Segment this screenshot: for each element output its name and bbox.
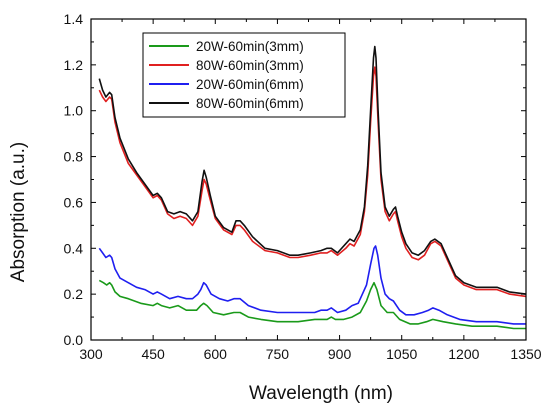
y-tick-label: 0.4 [64,240,84,256]
y-tick-label: 0.0 [64,332,84,348]
x-tick-label: 450 [141,346,165,362]
y-tick-label: 1.2 [64,57,84,73]
x-tick-label: 1200 [448,346,479,362]
y-tick-label: 0.2 [64,286,84,302]
series-line-1 [98,279,526,330]
plot-area: 300 450 600 750 900 1050 1200 1350 0.0 0.2 0.4 0.6 0… [64,11,542,362]
x-tick-label: 1050 [386,346,417,362]
legend-label-1: 20W-60min(3mm) [196,39,304,54]
series-line-2 [98,66,527,298]
y-tick-label: 0.8 [64,149,84,165]
legend-label-2: 80W-60min(3mm) [196,58,304,73]
x-tick-label: 1350 [510,346,541,362]
x-tick-label: 600 [204,346,228,362]
legend-label-4: 80W-60min(6mm) [196,96,304,111]
y-tick-label: 0.6 [64,194,84,210]
legend-label-3: 20W-60min(6mm) [196,77,304,92]
y-tick-label: 1.0 [64,103,84,119]
x-tick-label: 750 [266,346,290,362]
x-axis-title: Wavelength (nm) [249,383,393,404]
y-tick-label: 1.4 [64,11,84,27]
x-tick-label: 300 [79,346,103,362]
series-line-4 [98,45,527,295]
y-axis-title: Absorption (a.u.) [8,142,29,282]
series-line-3 [98,245,526,325]
x-tick-label: 900 [328,346,352,362]
